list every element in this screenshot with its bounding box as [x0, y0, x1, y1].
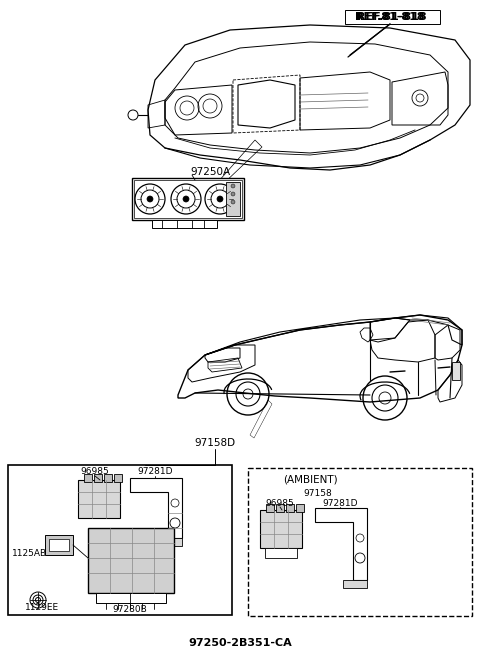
Bar — [260, 510, 302, 548]
Bar — [296, 504, 304, 512]
Bar — [452, 362, 460, 380]
Circle shape — [183, 196, 189, 202]
Bar — [276, 504, 284, 512]
Text: 97281D: 97281D — [322, 499, 358, 507]
Bar — [152, 220, 217, 228]
Text: REF.81-818: REF.81-818 — [357, 12, 427, 22]
Bar — [94, 474, 102, 482]
Bar — [88, 528, 174, 593]
Circle shape — [231, 192, 235, 196]
Bar — [345, 10, 440, 24]
Bar — [78, 480, 120, 518]
Text: 97250-2B351-CA: 97250-2B351-CA — [188, 638, 292, 648]
Bar — [266, 504, 274, 512]
Text: 96985: 96985 — [81, 468, 109, 476]
Bar — [265, 548, 297, 558]
Circle shape — [217, 196, 223, 202]
Circle shape — [147, 196, 153, 202]
Bar — [49, 539, 69, 551]
Text: 97250A: 97250A — [190, 167, 230, 177]
Text: 97281D: 97281D — [137, 468, 173, 476]
Text: 1125AB: 1125AB — [12, 549, 48, 558]
Text: 97280B: 97280B — [113, 606, 147, 614]
Bar — [343, 580, 367, 588]
Bar — [226, 182, 240, 216]
Text: 97158: 97158 — [304, 489, 332, 499]
Text: REF.81-818: REF.81-818 — [355, 12, 425, 22]
Bar — [84, 474, 92, 482]
Circle shape — [231, 184, 235, 188]
Bar — [114, 474, 122, 482]
Bar — [134, 180, 242, 218]
Bar — [96, 593, 166, 603]
Bar — [286, 504, 294, 512]
Text: (AMBIENT): (AMBIENT) — [283, 475, 337, 485]
Bar — [8, 465, 232, 615]
Bar — [132, 178, 244, 220]
Bar — [45, 535, 73, 555]
Text: 96985: 96985 — [265, 499, 294, 507]
Bar — [248, 468, 472, 616]
Bar — [160, 538, 182, 546]
Text: 1129EE: 1129EE — [25, 602, 59, 612]
Bar — [104, 474, 112, 482]
Text: 97158D: 97158D — [194, 438, 236, 448]
Circle shape — [231, 200, 235, 204]
